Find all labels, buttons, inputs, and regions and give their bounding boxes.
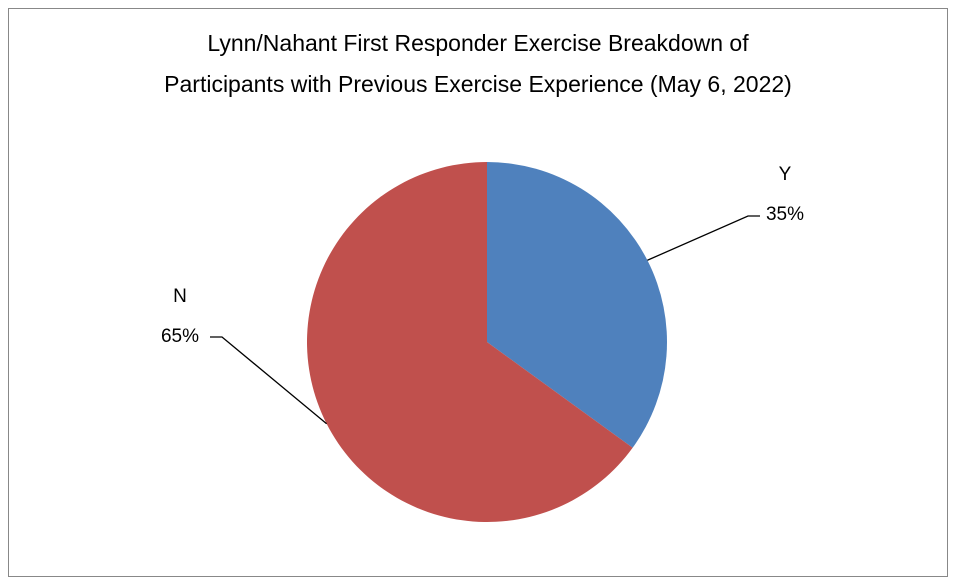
chart-title: Lynn/Nahant First Responder Exercise Bre… bbox=[207, 30, 749, 56]
data-label-category: Y bbox=[779, 164, 792, 185]
data-label-value: 65% bbox=[161, 326, 199, 347]
leader-line bbox=[210, 336, 328, 425]
data-label-category: N bbox=[173, 286, 187, 307]
data-label-value: 35% bbox=[766, 204, 804, 225]
chart-title: Participants with Previous Exercise Expe… bbox=[164, 71, 792, 97]
pie-slice bbox=[487, 162, 668, 448]
pie-slice bbox=[306, 162, 633, 523]
leader-line bbox=[647, 215, 760, 261]
